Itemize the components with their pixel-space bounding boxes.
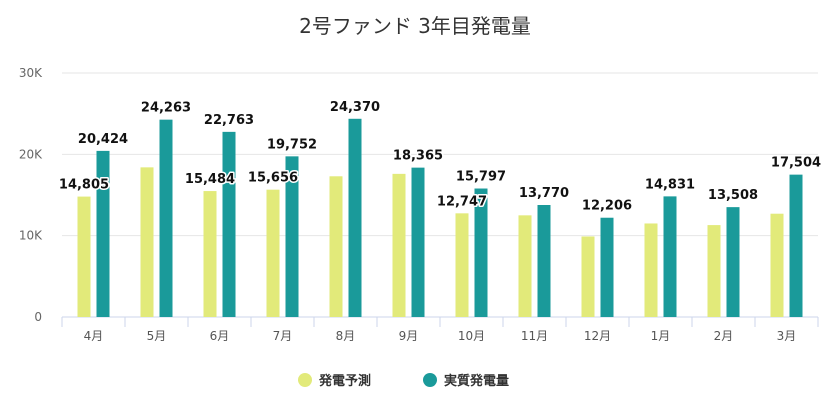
y-tick-label: 0 (34, 310, 42, 324)
bar-series-2[interactable] (411, 167, 425, 317)
data-label: 15,797 (456, 170, 506, 185)
legend[interactable]: 発電予測 実質発電量 (298, 373, 509, 389)
bar-series-1[interactable] (203, 191, 217, 317)
data-label: 12,747 (437, 194, 487, 209)
x-tick-label: 4月 (84, 329, 104, 343)
x-tick-label: 3月 (777, 329, 797, 343)
data-label: 14,831 (645, 177, 695, 192)
x-tick-label: 2月 (714, 329, 734, 343)
data-label: 12,206 (582, 199, 632, 214)
legend-item-2[interactable]: 実質発電量 (423, 373, 509, 389)
data-label: 22,763 (204, 113, 254, 128)
bar-series-1[interactable] (77, 196, 91, 317)
x-tick-label: 11月 (521, 329, 548, 343)
data-label: 24,263 (141, 101, 191, 116)
x-tick-label: 8月 (336, 329, 356, 343)
bar-series-2[interactable] (96, 150, 110, 317)
x-axis-ticks: 4月 5月 6月 7月 8月 9月 10月 11月 12月 1月 2月 3月 (61, 317, 819, 343)
bar-series-1[interactable] (455, 213, 469, 317)
x-tick-label: 6月 (210, 329, 230, 343)
data-label: 20,424 (78, 132, 128, 147)
bar-series-2[interactable] (789, 174, 803, 317)
bar-series-1[interactable] (140, 167, 154, 317)
data-label: 13,508 (708, 188, 758, 203)
x-tick-label: 5月 (147, 329, 167, 343)
data-label: 17,504 (771, 156, 821, 171)
bar-series-2[interactable] (285, 156, 299, 317)
data-label: 14,805 (59, 178, 109, 193)
legend-label: 実質発電量 (444, 373, 509, 389)
x-tick-label: 9月 (399, 329, 419, 343)
bar-series-1[interactable] (707, 225, 721, 317)
legend-label: 発電予測 (318, 373, 371, 389)
bar-series-2[interactable] (663, 196, 677, 317)
bar-series-2[interactable] (726, 207, 740, 317)
data-label: 24,370 (330, 100, 380, 115)
x-tick-label: 7月 (273, 329, 293, 343)
bar-series-2[interactable] (222, 131, 236, 317)
data-labels: 14,805 15,484 15,656 12,747 20,424 24,263 22,7… (57, 98, 822, 215)
bar-series-1[interactable] (266, 189, 280, 317)
chart-title: 2号ファンド 3年目発電量 (299, 14, 531, 38)
data-label: 15,656 (248, 171, 298, 186)
legend-item-1[interactable]: 発電予測 (298, 373, 371, 389)
data-label: 19,752 (267, 137, 317, 152)
y-tick-label: 10K (19, 229, 43, 243)
legend-swatch-icon (298, 373, 312, 387)
x-tick-label: 1月 (651, 329, 671, 343)
bar-series-1[interactable] (518, 215, 532, 317)
bars (77, 118, 803, 317)
data-label: 15,484 (185, 172, 235, 187)
bar-series-2[interactable] (600, 217, 614, 317)
bar-series-2[interactable] (474, 188, 488, 317)
legend-swatch-icon (423, 373, 437, 387)
bar-series-2[interactable] (537, 205, 551, 317)
y-tick-label: 30K (19, 66, 43, 80)
bar-series-1[interactable] (581, 236, 595, 317)
y-tick-label: 20K (19, 147, 43, 161)
bar-series-1[interactable] (329, 176, 343, 317)
bar-series-1[interactable] (392, 173, 406, 317)
bar-series-1[interactable] (770, 213, 784, 317)
bar-series-1[interactable] (644, 223, 658, 317)
bar-series-2[interactable] (159, 119, 173, 317)
bar-series-2[interactable] (348, 118, 362, 317)
x-tick-label: 10月 (458, 329, 485, 343)
data-label: 18,365 (393, 149, 443, 164)
y-axis-ticks: 0 10K 20K 30K (19, 66, 43, 324)
data-label: 13,770 (519, 186, 569, 201)
x-tick-label: 12月 (584, 329, 611, 343)
